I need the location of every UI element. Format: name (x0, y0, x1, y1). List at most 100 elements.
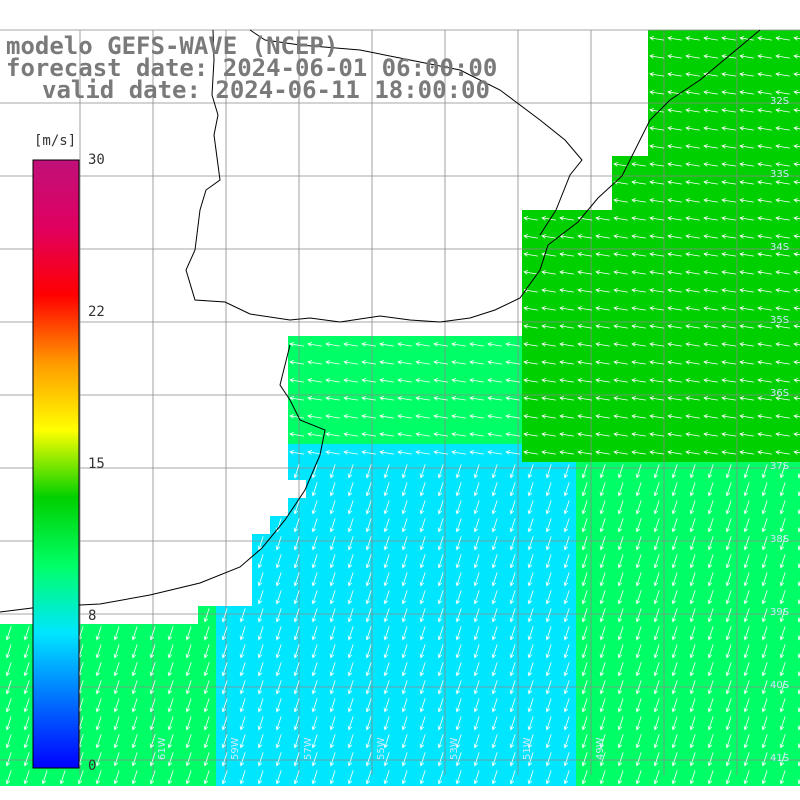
wind-arrow (599, 536, 606, 551)
wind-arrow (257, 680, 264, 695)
wind-arrow (365, 716, 372, 731)
wind-arrow (595, 450, 610, 455)
wind-cell (792, 534, 800, 552)
wind-arrow (617, 464, 624, 479)
wind-arrow (685, 54, 700, 59)
wind-arrow (649, 432, 664, 437)
wind-arrow (383, 752, 390, 767)
wind-arrow (631, 180, 646, 185)
wind-arrow (721, 72, 736, 77)
wind-arrow (793, 36, 800, 41)
wind-arrow (707, 698, 714, 713)
wind-arrow (487, 432, 502, 437)
wind-arrow (599, 608, 606, 623)
wind-arrow (739, 180, 754, 185)
wind-arrow (721, 288, 736, 293)
wind-arrow (725, 680, 732, 695)
wind-arrow (739, 90, 754, 95)
wind-arrow (793, 108, 800, 113)
wind-arrow (739, 324, 754, 329)
wind-arrow (689, 608, 696, 623)
wind-arrow (419, 716, 426, 731)
wind-arrow (775, 72, 790, 77)
wind-arrow (325, 414, 340, 419)
wind-arrow (275, 590, 282, 605)
wind-arrow (577, 360, 592, 365)
wind-arrow (307, 432, 322, 437)
wind-arrow (581, 500, 588, 515)
wind-arrow (329, 662, 336, 677)
wind-arrow (599, 752, 606, 767)
wind-arrow (563, 626, 570, 641)
wind-arrow (635, 644, 642, 659)
wind-arrow (613, 360, 628, 365)
wind-arrow (563, 500, 570, 515)
wind-arrow (631, 288, 646, 293)
wind-arrow (419, 770, 426, 785)
wind-arrow (563, 608, 570, 623)
wind-arrow (473, 716, 480, 731)
wind-arrow (743, 554, 750, 569)
wind-arrow (203, 662, 210, 677)
wind-arrow (689, 734, 696, 749)
wind-arrow (739, 162, 754, 167)
wind-arrow (275, 662, 282, 677)
wind-arrow (5, 770, 12, 785)
wind-arrow (401, 572, 408, 587)
wind-arrow (757, 324, 772, 329)
wind-arrow (689, 698, 696, 713)
wind-arrow (743, 500, 750, 515)
wind-arrow (239, 662, 246, 677)
wind-arrow (221, 626, 228, 641)
wind-arrow (635, 518, 642, 533)
wind-arrow (361, 378, 376, 383)
wind-arrow (775, 36, 790, 41)
wind-arrow (743, 482, 750, 497)
wind-arrow (707, 626, 714, 641)
wind-arrow (577, 306, 592, 311)
wind-arrow (307, 450, 322, 455)
wind-arrow (631, 270, 646, 275)
wind-arrow (761, 734, 768, 749)
wind-arrow (671, 626, 678, 641)
wind-arrow (509, 590, 516, 605)
wind-arrow (113, 770, 120, 785)
wind-arrow (491, 716, 498, 731)
wind-arrow (469, 432, 484, 437)
wind-arrow (401, 626, 408, 641)
lat-label: 36S (770, 388, 789, 399)
wind-arrow (311, 662, 318, 677)
wind-arrow (757, 234, 772, 239)
wind-arrow (5, 698, 12, 713)
wind-arrow (289, 396, 304, 401)
wind-arrow (739, 126, 754, 131)
wind-arrow (167, 752, 174, 767)
wind-arrow (325, 432, 340, 437)
wind-arrow (329, 698, 336, 713)
wind-arrow (671, 644, 678, 659)
wind-arrow (275, 734, 282, 749)
wind-arrow (545, 536, 552, 551)
wind-arrow (635, 500, 642, 515)
wind-arrow (649, 360, 664, 365)
model-title: modelo GEFS-WAVE (NCEP) (6, 32, 339, 60)
wind-arrow (455, 734, 462, 749)
wind-arrow (203, 644, 210, 659)
wind-arrow (649, 324, 664, 329)
wind-arrow (653, 554, 660, 569)
wind-arrow (667, 306, 682, 311)
wind-arrow (653, 680, 660, 695)
wind-arrow (671, 536, 678, 551)
wind-arrow (221, 770, 228, 785)
wind-arrow (581, 536, 588, 551)
wind-cell (792, 570, 800, 588)
wind-arrow (455, 572, 462, 587)
wind-arrow (343, 414, 358, 419)
wind-arrow (167, 662, 174, 677)
wind-arrow (239, 734, 246, 749)
lon-label: 59W (230, 737, 241, 760)
wind-arrow (721, 144, 736, 149)
wind-arrow (721, 126, 736, 131)
wind-arrow (667, 180, 682, 185)
wind-arrow (577, 396, 592, 401)
